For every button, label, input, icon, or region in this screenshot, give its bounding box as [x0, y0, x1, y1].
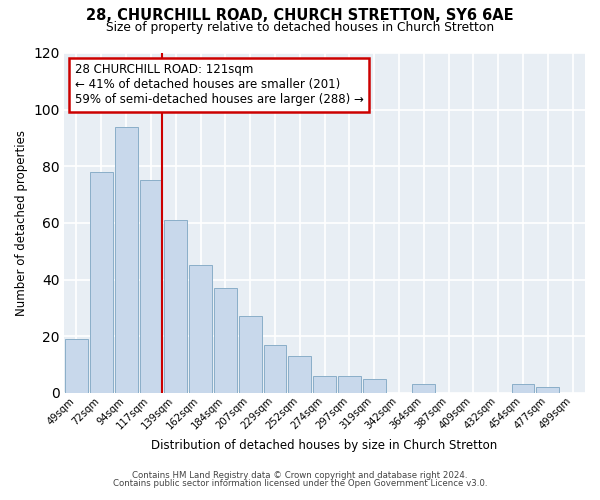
Bar: [263, 344, 286, 393]
Text: Size of property relative to detached houses in Church Stretton: Size of property relative to detached ho…: [106, 21, 494, 34]
Text: Contains HM Land Registry data © Crown copyright and database right 2024.: Contains HM Land Registry data © Crown c…: [132, 471, 468, 480]
Text: Contains public sector information licensed under the Open Government Licence v3: Contains public sector information licen…: [113, 478, 487, 488]
X-axis label: Distribution of detached houses by size in Church Stretton: Distribution of detached houses by size …: [151, 440, 497, 452]
Bar: [65, 339, 88, 393]
Bar: [363, 378, 386, 393]
Bar: [140, 180, 163, 393]
Bar: [239, 316, 262, 393]
Bar: [412, 384, 435, 393]
Text: 28, CHURCHILL ROAD, CHURCH STRETTON, SY6 6AE: 28, CHURCHILL ROAD, CHURCH STRETTON, SY6…: [86, 8, 514, 22]
Bar: [512, 384, 535, 393]
Y-axis label: Number of detached properties: Number of detached properties: [15, 130, 28, 316]
Bar: [214, 288, 237, 393]
Bar: [189, 266, 212, 393]
Bar: [164, 220, 187, 393]
Bar: [313, 376, 336, 393]
Bar: [536, 387, 559, 393]
Bar: [289, 356, 311, 393]
Bar: [338, 376, 361, 393]
Text: 28 CHURCHILL ROAD: 121sqm
← 41% of detached houses are smaller (201)
59% of semi: 28 CHURCHILL ROAD: 121sqm ← 41% of detac…: [74, 63, 364, 106]
Bar: [115, 126, 137, 393]
Bar: [90, 172, 113, 393]
